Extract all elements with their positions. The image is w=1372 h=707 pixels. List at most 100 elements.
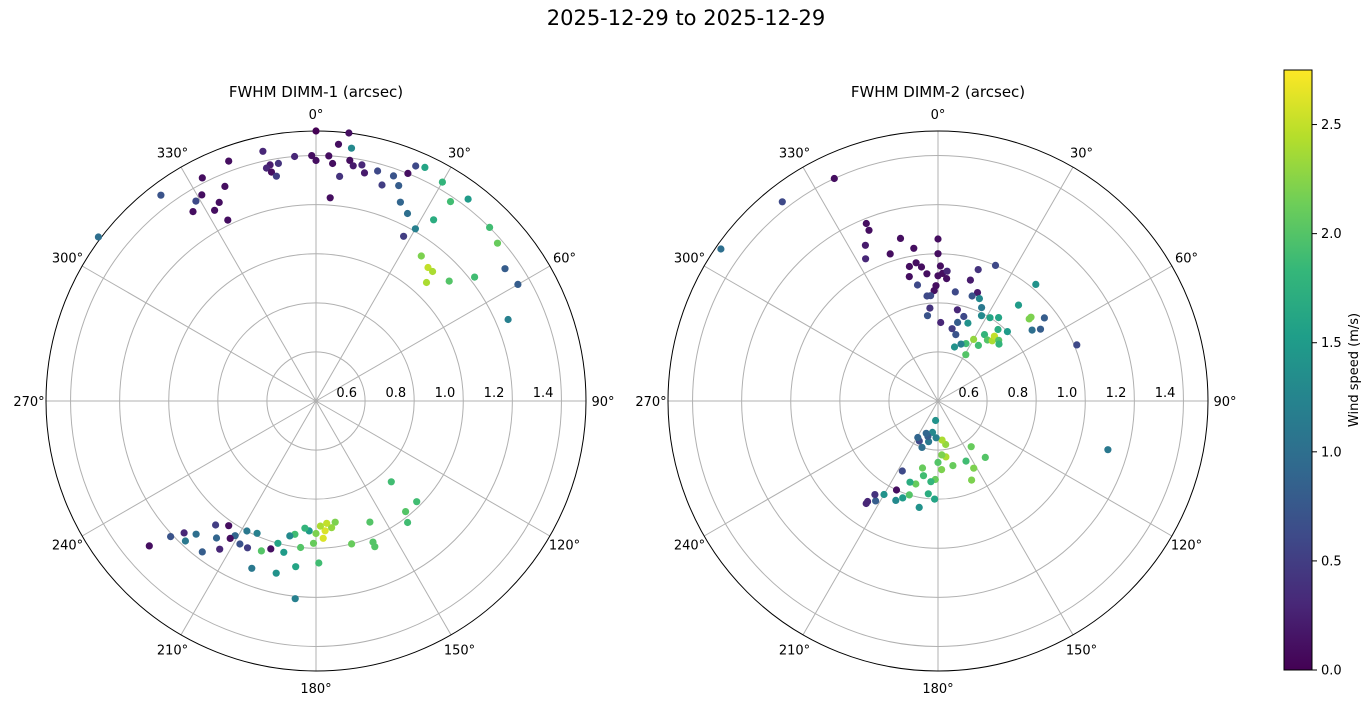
scatter-point: [412, 162, 420, 170]
colorbar-frame: [1283, 69, 1313, 671]
scatter-point: [913, 281, 922, 289]
scatter-point: [967, 443, 975, 451]
scatter-point: [830, 174, 838, 183]
scatter-point: [349, 162, 357, 170]
scatter-point: [198, 548, 206, 556]
scatter-point: [378, 181, 386, 189]
scatter-point: [417, 252, 425, 260]
scatter-point: [938, 451, 946, 459]
scatter-point: [221, 182, 229, 190]
scatter-point: [952, 331, 960, 339]
angle-tick-label: 300°: [674, 252, 705, 267]
scatter-point: [215, 198, 223, 206]
scatter-point: [886, 250, 894, 258]
scatter-point: [345, 129, 353, 137]
scatter-point: [312, 529, 320, 538]
scatter-point: [360, 169, 369, 177]
scatter-point: [1073, 341, 1081, 349]
angular-gridline: [315, 400, 551, 537]
angle-tick-label: 90°: [591, 395, 614, 410]
scatter-point: [396, 198, 404, 206]
scatter-point: [315, 559, 323, 567]
scatter-point: [347, 144, 356, 152]
scatter-point: [862, 255, 870, 263]
scatter-point: [374, 167, 382, 175]
scatter-point: [922, 429, 930, 437]
scatter-point: [1003, 328, 1012, 336]
angular-gridline: [802, 166, 939, 402]
scatter-point: [413, 498, 421, 506]
angle-tick-label: 30°: [448, 147, 471, 162]
scatter-point: [236, 540, 244, 548]
scatter-point: [308, 152, 316, 160]
scatter-point: [934, 458, 942, 466]
scatter-point: [346, 156, 354, 164]
scatter-point: [253, 529, 261, 537]
scatter-point: [501, 265, 509, 273]
angular-gridline: [315, 400, 452, 636]
scatter-point: [514, 280, 522, 288]
scatter-point: [937, 318, 945, 327]
scatter-point: [445, 277, 453, 285]
scatter-point: [411, 225, 419, 233]
scatter-point: [905, 491, 913, 499]
scatter-point: [912, 480, 920, 488]
radial-tick-label: 1.4: [1155, 386, 1176, 401]
angle-tick-label: 30°: [1070, 147, 1093, 162]
polar-plot-dimm1: 0.6 0.8 1.0 1.2 1.4 0° 30° 60° 90° 120° 150° 180° 21…: [13, 83, 614, 697]
scatter-point: [336, 172, 344, 180]
scatter-point: [957, 340, 965, 348]
scatter-point: [981, 453, 989, 461]
scatter-point: [1036, 325, 1045, 333]
scatter-point: [978, 304, 986, 312]
scatter-point: [964, 319, 972, 327]
scatter-point: [404, 518, 412, 527]
angular-gridline: [180, 400, 317, 636]
angle-tick-label: 270°: [635, 395, 666, 410]
scatter-point: [923, 312, 932, 320]
scatter-point: [331, 518, 339, 526]
scatter-point: [257, 547, 265, 555]
scatter-point: [224, 216, 232, 224]
scatter-point: [446, 198, 455, 206]
angle-tick-label: 270°: [13, 395, 44, 410]
scatter-point: [973, 289, 982, 297]
scatter-point: [309, 539, 318, 547]
radial-tick-label: 0.6: [958, 386, 979, 401]
scatter-point: [292, 563, 300, 571]
scatter-point: [1032, 280, 1040, 288]
scatter-point: [157, 191, 165, 199]
angular-gridline: [180, 166, 317, 402]
radial-tick-label: 0.8: [1007, 386, 1028, 401]
radial-tick-label: 0.6: [336, 386, 357, 401]
scatter-point: [934, 235, 942, 243]
subplot-title: FWHM DIMM-2 (arcsec): [851, 83, 1025, 101]
scatter-point: [934, 272, 942, 280]
scatter-point: [262, 164, 271, 172]
angle-tick-label: 300°: [52, 252, 83, 267]
scatter-point: [323, 519, 331, 527]
scatter-point: [291, 152, 299, 161]
scatter-point: [970, 335, 978, 343]
scatter-point: [880, 490, 888, 499]
angle-tick-label: 180°: [922, 682, 953, 697]
scatter-point: [986, 314, 994, 322]
angle-tick-label: 0°: [309, 108, 324, 123]
angular-gridline: [937, 265, 1173, 402]
figure-title: 2025-12-29 to 2025-12-29: [546, 6, 826, 30]
scatter-point: [943, 275, 951, 283]
scatter-point: [192, 197, 200, 205]
angle-tick-label: 180°: [300, 682, 331, 697]
angular-gridline: [81, 400, 317, 537]
scatter-point: [312, 156, 320, 165]
scatter-point: [180, 529, 188, 537]
scatter-point: [932, 416, 940, 425]
scatter-point: [471, 273, 479, 281]
scatter-point: [717, 245, 725, 253]
scatter-point: [404, 169, 412, 177]
angle-tick-label: 210°: [779, 644, 810, 659]
radial-tick-label: 0.8: [385, 386, 406, 401]
scatter-point: [924, 490, 932, 498]
scatter-point: [905, 273, 913, 281]
